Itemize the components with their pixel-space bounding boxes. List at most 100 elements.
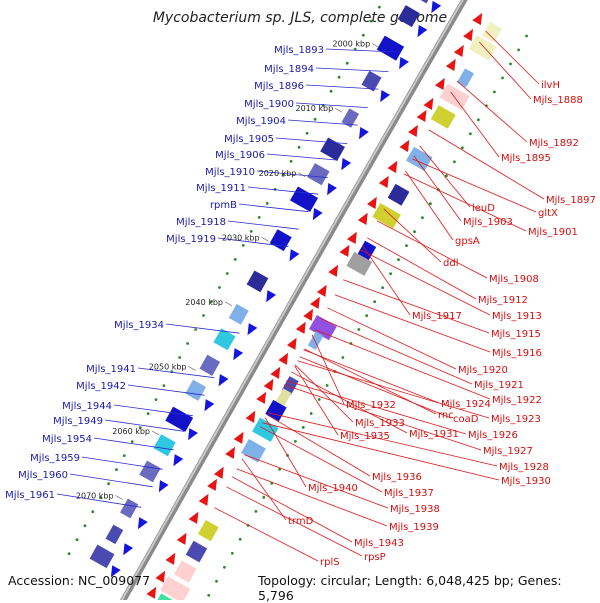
- kbp-tick-mark: [188, 366, 196, 371]
- gc-dot: [369, 19, 373, 23]
- left-gene-label: Mjls_1919: [166, 234, 216, 245]
- gc-dot: [194, 328, 198, 331]
- left-gene-label: rpmB: [210, 200, 237, 211]
- forward-gene-arrow: [173, 454, 184, 467]
- reverse-gene-arrow: [416, 109, 427, 122]
- forward-gene-block: [307, 163, 330, 186]
- reverse-gene-block: [309, 315, 337, 341]
- right-leader-line: [485, 30, 540, 85]
- gc-dot: [429, 202, 432, 206]
- gc-dot: [345, 61, 349, 65]
- reverse-gene-arrow: [435, 77, 445, 90]
- gc-dot: [138, 426, 142, 429]
- reverse-gene-arrow: [472, 12, 483, 26]
- right-gene-label: rnc: [438, 410, 454, 421]
- forward-gene-block: [199, 354, 221, 376]
- forward-gene-block: [120, 498, 139, 519]
- left-gene-label: Mjls_1910: [205, 167, 255, 178]
- right-gene-label: Mjls_1927: [483, 446, 533, 457]
- reverse-gene-arrow: [310, 296, 320, 309]
- right-leader-line: [450, 91, 500, 158]
- gc-dot: [373, 300, 377, 303]
- right-gene-label: Mjls_1943: [354, 538, 404, 549]
- gc-dot: [301, 426, 305, 429]
- right-gene-label: coaD: [453, 414, 479, 425]
- forward-gene-arrow: [247, 323, 258, 336]
- gc-dot: [365, 314, 369, 317]
- reverse-gene-arrow: [378, 175, 389, 188]
- reverse-gene-block: [173, 560, 197, 583]
- gc-dot: [225, 272, 229, 275]
- kbp-tick-label: 2070 kbp: [76, 492, 114, 501]
- gc-dot: [162, 384, 166, 387]
- left-label-leaders: [56, 48, 400, 508]
- left-leader-line: [137, 367, 215, 379]
- gc-dot: [517, 48, 520, 52]
- right-leader-line: [244, 454, 389, 509]
- right-leader-line: [311, 334, 345, 405]
- reverse-gene-block: [387, 183, 410, 206]
- forward-gene-arrow: [341, 158, 352, 171]
- gc-dot: [289, 159, 293, 163]
- right-leader-line: [428, 129, 545, 200]
- right-leader-line: [456, 80, 528, 143]
- left-gene-label: Mjls_1941: [86, 364, 136, 375]
- right-gene-label: Mjls_1901: [528, 227, 578, 238]
- kbp-tick-label: 2060 kbp: [112, 427, 150, 436]
- left-leader-line: [217, 237, 289, 248]
- forward-gene-block: [341, 108, 360, 128]
- right-leader-line: [262, 422, 500, 481]
- right-gene-label: Mjls_1922: [492, 395, 542, 406]
- gc-dot: [257, 216, 261, 219]
- right-leader-line: [267, 412, 498, 467]
- gc-dot: [281, 174, 285, 177]
- right-gene-label: Mjls_1926: [468, 430, 518, 441]
- reverse-gene-block: [275, 388, 292, 408]
- right-leader-line: [285, 380, 467, 435]
- right-gene-label: Mjls_1940: [308, 483, 358, 494]
- right-gene-label: rplS: [320, 557, 340, 568]
- gc-dot: [294, 440, 297, 443]
- left-leader-line: [56, 493, 142, 508]
- gc-dot: [83, 524, 87, 528]
- reverse-gene-arrow: [357, 212, 368, 225]
- gc-dot: [115, 468, 118, 471]
- right-leader-line: [297, 360, 490, 419]
- right-gene-label: Mjls_1913: [492, 311, 542, 322]
- forward-gene-block: [153, 434, 176, 457]
- reverse-gene-arrow: [207, 478, 217, 491]
- gc-dot: [265, 202, 269, 205]
- reverse-gene-block: [372, 202, 401, 229]
- kbp-tick-label: 2050 kbp: [149, 363, 187, 372]
- reverse-gene-arrow: [213, 466, 224, 479]
- reverse-gene-arrow: [245, 410, 256, 423]
- gc-dot: [146, 412, 150, 415]
- gc-dot: [421, 216, 424, 220]
- right-leader-line: [360, 249, 491, 316]
- gc-dot: [329, 89, 333, 93]
- reverse-gene-arrow: [256, 391, 267, 404]
- gc-dot: [178, 356, 182, 359]
- kbp-tick-mark: [224, 301, 233, 307]
- left-gene-label: Mjls_1942: [76, 381, 126, 392]
- left-leader-line: [275, 137, 348, 144]
- gc-dot: [325, 384, 329, 387]
- right-gene-label: Mjls_1920: [458, 365, 508, 376]
- forward-gene-arrow: [110, 565, 121, 578]
- right-leader-line: [314, 329, 491, 400]
- right-gene-label: trmD: [288, 516, 314, 527]
- left-gene-label: Mjls_1894: [264, 64, 314, 75]
- gc-dot: [509, 62, 512, 66]
- reverse-gene-arrow: [188, 511, 199, 524]
- gc-dot: [107, 482, 110, 486]
- forward-gene-arrow: [380, 90, 390, 103]
- kbp-tick-mark: [335, 107, 343, 113]
- reverse-gene-block: [406, 146, 433, 172]
- left-gene-label: Mjls_1904: [236, 116, 286, 127]
- reverse-gene-arrow: [295, 321, 306, 334]
- forward-gene-arrow: [188, 428, 198, 441]
- kbp-tick-label: 2010 kbp: [295, 104, 333, 113]
- left-leader-line: [295, 102, 368, 108]
- right-gene-labels: ilvH Mjls_1888 Mjls_1892 Mjls_1895 Mjls_1897…: [288, 80, 596, 568]
